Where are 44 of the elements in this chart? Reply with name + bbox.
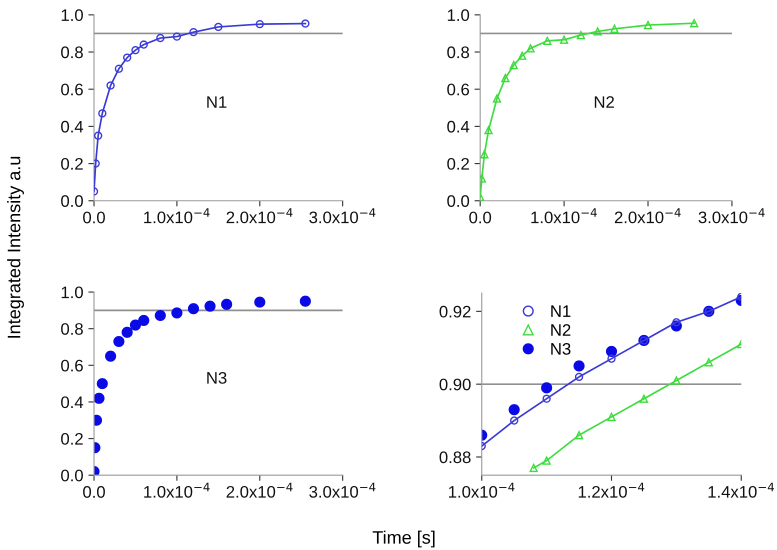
x-tick-label: 0.0 [83, 212, 105, 224]
y-tick-label: 0.92 [440, 306, 470, 318]
y-tick-label: 1.0 [62, 9, 83, 22]
y-tick-label: 0.0 [447, 195, 470, 207]
y-tick-label: 0.2 [61, 432, 83, 445]
x-tick-label: 1.4x10$^{−4}$ [708, 482, 774, 498]
x-tick-label: 3.0x10$^{−4}$ [698, 208, 765, 224]
y-tick-label: 0.4 [447, 120, 470, 133]
y-tick-label: 0.6 [61, 360, 83, 372]
y-tick-label: 1.0 [448, 9, 470, 22]
y-tick-label: 0.6 [61, 84, 83, 96]
x-tick-label: 1.2x10$^{−4}$ [578, 482, 644, 498]
legend-label: N3 [551, 342, 570, 355]
y-tick-label: 0.2 [447, 158, 469, 170]
annotation: N3 [207, 372, 226, 384]
x-tick-label: 2.0x10$^{−4}$ [226, 482, 293, 498]
y-tick-label: 0.88 [440, 451, 471, 464]
y-tick-label: 0.8 [447, 46, 470, 58]
annotation: N2 [594, 96, 614, 108]
y-tick-label: 0.8 [61, 323, 83, 335]
y-tick-label: 0.0 [61, 470, 83, 482]
y-tick-label: 0.0 [61, 195, 83, 207]
x-tick-label: 0.0 [469, 212, 492, 224]
annotation: N1 [207, 96, 226, 108]
x-tick-label: 2.0x10$^{−4}$ [226, 208, 293, 224]
x-axis-title: Time [s] [372, 530, 435, 548]
y-tick-label: 1.0 [62, 286, 83, 298]
x-tick-label: 1.0x10$^{−4}$ [449, 482, 514, 498]
x-tick-label: 1.0x10$^{−4}$ [144, 482, 210, 498]
y-tick-label: 0.4 [61, 120, 84, 133]
x-tick-label: 3.0x10$^{−4}$ [309, 482, 376, 498]
legend-label: N1 [551, 305, 570, 317]
x-tick-label: 2.0x10$^{−4}$ [614, 208, 681, 224]
x-tick-label: 1.0x10$^{−4}$ [531, 208, 597, 224]
x-tick-label: 3.0x10$^{−4}$ [309, 208, 376, 224]
x-tick-label: 1.0x10$^{−4}$ [144, 208, 210, 224]
y-tick-label: 0.90 [440, 378, 471, 390]
y-axis-title: Integrated Intensity a.u [7, 156, 24, 338]
y-tick-label: 0.4 [61, 396, 84, 408]
legend-label: N2 [551, 324, 570, 336]
y-tick-label: 0.8 [61, 46, 83, 58]
x-tick-label: 0.0 [83, 486, 105, 498]
y-tick-label: 0.6 [447, 84, 470, 96]
y-tick-label: 0.2 [61, 158, 83, 170]
